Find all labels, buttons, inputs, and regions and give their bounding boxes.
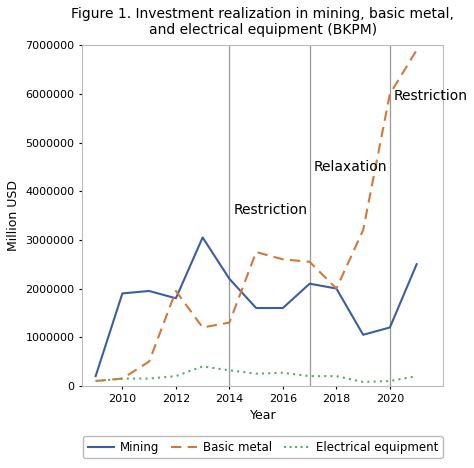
Title: Figure 1. Investment realization in mining, basic metal,
and electrical equipmen: Figure 1. Investment realization in mini… [72, 7, 454, 37]
Legend: Mining, Basic metal, Electrical equipment: Mining, Basic metal, Electrical equipmen… [83, 436, 443, 459]
X-axis label: Year: Year [249, 409, 276, 422]
Text: Relaxation: Relaxation [314, 160, 387, 174]
Text: Restriction: Restriction [394, 89, 468, 103]
Y-axis label: Million USD: Million USD [7, 180, 20, 251]
Text: Restriction: Restriction [233, 204, 308, 218]
